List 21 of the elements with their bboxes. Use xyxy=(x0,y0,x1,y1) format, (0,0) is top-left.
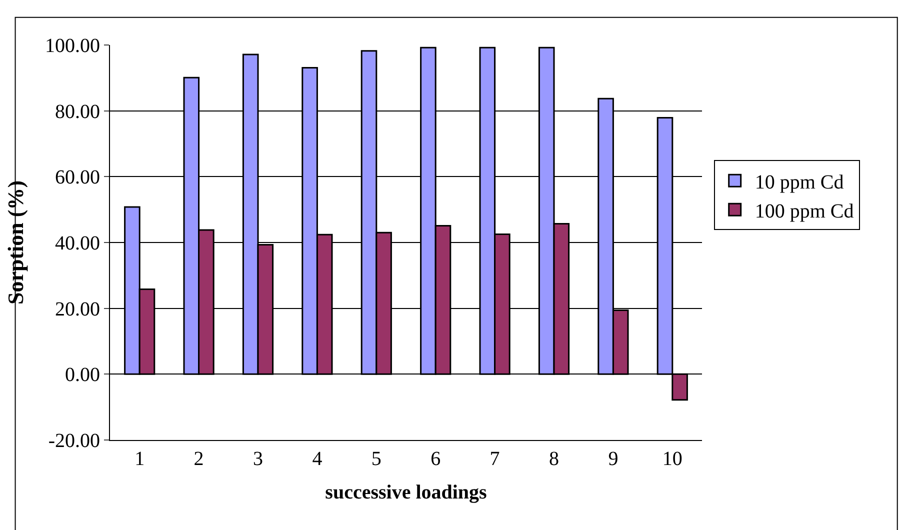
y-tick-label: 20.00 xyxy=(55,298,100,320)
x-tick-label: 5 xyxy=(371,448,382,470)
legend-label: 100 ppm Cd xyxy=(754,200,854,222)
y-axis-title: Sorption (%) xyxy=(2,180,28,305)
x-axis-title: successive loadings xyxy=(325,482,488,504)
x-tick-label: 7 xyxy=(490,448,500,470)
x-tick-label: 2 xyxy=(194,448,204,470)
x-tick-label: 10 xyxy=(662,448,682,470)
y-tick-label: 40.00 xyxy=(55,232,100,254)
y-tick-label: 60.00 xyxy=(55,166,100,189)
x-tick-label: 4 xyxy=(312,448,322,470)
x-tick-label: 6 xyxy=(430,448,441,470)
x-tick-label: 3 xyxy=(253,448,263,470)
x-tick-label: 1 xyxy=(134,448,145,470)
x-tick-label: 8 xyxy=(549,448,559,470)
y-tick-label: 0.00 xyxy=(65,364,100,386)
y-tick-label: -20.00 xyxy=(48,430,100,452)
legend-label: 10 ppm Cd xyxy=(754,171,844,194)
x-tick-label: 9 xyxy=(608,448,618,470)
y-tick-label: 100.00 xyxy=(45,35,100,57)
y-tick-label: 80.00 xyxy=(55,100,100,123)
